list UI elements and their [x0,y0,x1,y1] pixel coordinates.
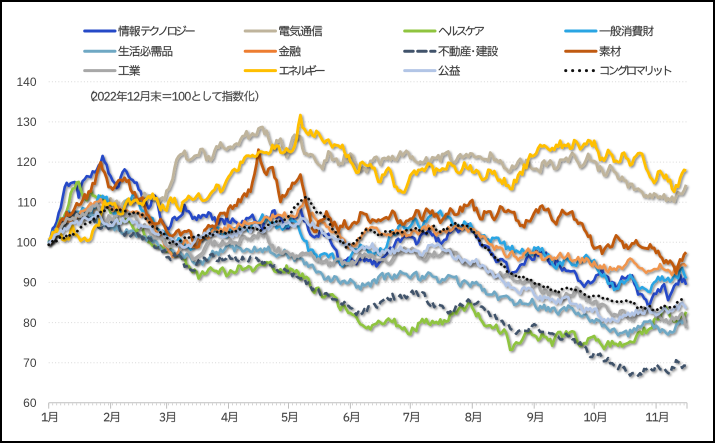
svg-text:70: 70 [23,356,37,370]
svg-text:130: 130 [16,115,36,129]
svg-text:110: 110 [17,195,36,209]
svg-text:60: 60 [23,396,37,410]
svg-text:100: 100 [16,236,36,250]
svg-text:90: 90 [23,276,37,290]
svg-text:120: 120 [16,155,36,169]
svg-text:80: 80 [23,316,37,330]
svg-text:140: 140 [16,75,36,89]
